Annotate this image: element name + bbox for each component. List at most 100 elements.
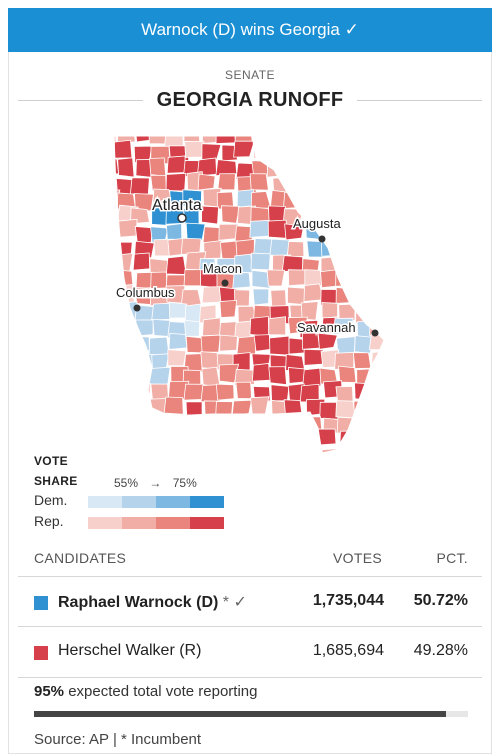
- page-title: GEORGIA RUNOFF: [156, 88, 344, 111]
- county-shape: [165, 415, 186, 435]
- legend-dem-swatch: [88, 496, 122, 508]
- county-shape: [201, 366, 221, 388]
- county-shape: [371, 160, 384, 178]
- county-shape: [392, 269, 400, 287]
- city-savannah: Savannah: [296, 319, 379, 337]
- county-shape: [132, 252, 151, 271]
- county-shape: [251, 269, 271, 289]
- georgia-county-map[interactable]: Atlanta Augusta Macon Columbus Savannah: [100, 128, 400, 458]
- county-shape: [183, 269, 203, 287]
- city-marker-macon: [221, 279, 229, 287]
- county-shape: [287, 136, 309, 144]
- county-shape: [390, 286, 400, 305]
- county-shape: [302, 332, 321, 350]
- county-shape: [388, 367, 400, 385]
- county-shape: [151, 302, 173, 321]
- county-shape: [372, 268, 384, 286]
- county-shape: [281, 448, 302, 453]
- header-pct: PCT.: [436, 550, 468, 566]
- county-shape: [283, 432, 304, 449]
- county-shape: [370, 193, 384, 212]
- county-shape: [286, 240, 305, 258]
- county-shape: [118, 382, 140, 403]
- county-shape: [184, 141, 205, 158]
- county-shape: [321, 302, 338, 319]
- county-shape: [117, 136, 136, 144]
- county-shape: [335, 400, 356, 419]
- county-shape: [335, 385, 354, 404]
- county-shape: [201, 205, 219, 225]
- county-shape: [163, 431, 185, 451]
- county-shape: [335, 253, 357, 271]
- county-shape: [185, 222, 206, 241]
- county-shape: [302, 367, 322, 387]
- county-shape: [269, 428, 288, 446]
- county-shape: [334, 175, 356, 195]
- city-augusta: Augusta: [292, 215, 343, 243]
- county-shape: [323, 192, 344, 210]
- county-shape: [217, 173, 236, 191]
- county-shape: [270, 289, 287, 307]
- county-shape: [301, 155, 319, 175]
- county-shape: [114, 429, 118, 448]
- county-shape: [284, 159, 306, 177]
- county-shape: [371, 447, 384, 453]
- source-note: Source: AP | * Incumbent: [34, 731, 202, 748]
- county-shape: [303, 193, 323, 211]
- county-shape: [252, 288, 270, 306]
- county-shape: [267, 219, 288, 239]
- county-shape: [231, 399, 253, 418]
- county-shape: [353, 223, 372, 241]
- county-shape: [303, 348, 324, 366]
- county-shape: [354, 159, 374, 176]
- county-shape: [373, 416, 384, 435]
- county-shape: [269, 335, 290, 356]
- county-shape: [234, 368, 255, 386]
- race-kicker: SENATE: [224, 68, 276, 82]
- county-shape: [357, 286, 378, 305]
- county-shape: [253, 141, 274, 160]
- county-shape: [152, 188, 174, 208]
- county-shape: [114, 157, 120, 175]
- title-row: GEORGIA RUNOFF: [18, 86, 483, 114]
- county-shape: [286, 412, 306, 433]
- legend-title-line1: VOTE: [34, 454, 68, 468]
- county-shape: [320, 174, 341, 193]
- candidate-votes: 1,685,694: [312, 642, 384, 659]
- county-shape: [335, 450, 356, 453]
- county-shape: [134, 193, 154, 212]
- county-shape: [254, 428, 275, 447]
- county-shape: [221, 205, 241, 224]
- county-shape: [133, 427, 153, 446]
- city-marker-atlanta: [177, 213, 187, 223]
- county-shape: [232, 271, 251, 289]
- county-shape: [351, 192, 373, 211]
- county-shape: [368, 171, 384, 191]
- county-shape: [217, 430, 236, 450]
- county-shape: [371, 381, 384, 402]
- county-shape: [283, 399, 303, 418]
- legend-arrow-icon: →: [149, 476, 162, 490]
- county-shape: [270, 136, 288, 145]
- county-shape: [287, 286, 307, 306]
- county-shape: [285, 142, 304, 160]
- county-shape: [118, 431, 139, 449]
- candidate-name: Herschel Walker (R): [58, 642, 202, 659]
- county-shape: [387, 128, 400, 144]
- legend-rep-label: Rep.: [34, 513, 64, 529]
- county-shape: [335, 192, 355, 209]
- county-shape: [168, 301, 189, 319]
- county-shape: [183, 319, 201, 337]
- county-shape: [219, 334, 238, 352]
- candidate-pct: 50.72%: [413, 592, 468, 609]
- county-shape: [386, 418, 400, 436]
- county-shape: [114, 207, 116, 225]
- county-shape: [114, 351, 134, 369]
- header-votes: VOTES: [333, 550, 382, 566]
- winner-banner-text: Warnock (D) wins Georgia ✓: [141, 20, 359, 39]
- legend-dem-swatch: [156, 496, 190, 508]
- legend-rep-swatch: [122, 517, 156, 529]
- county-shape: [285, 174, 307, 191]
- county-shape: [388, 157, 400, 173]
- county-shape: [271, 415, 290, 434]
